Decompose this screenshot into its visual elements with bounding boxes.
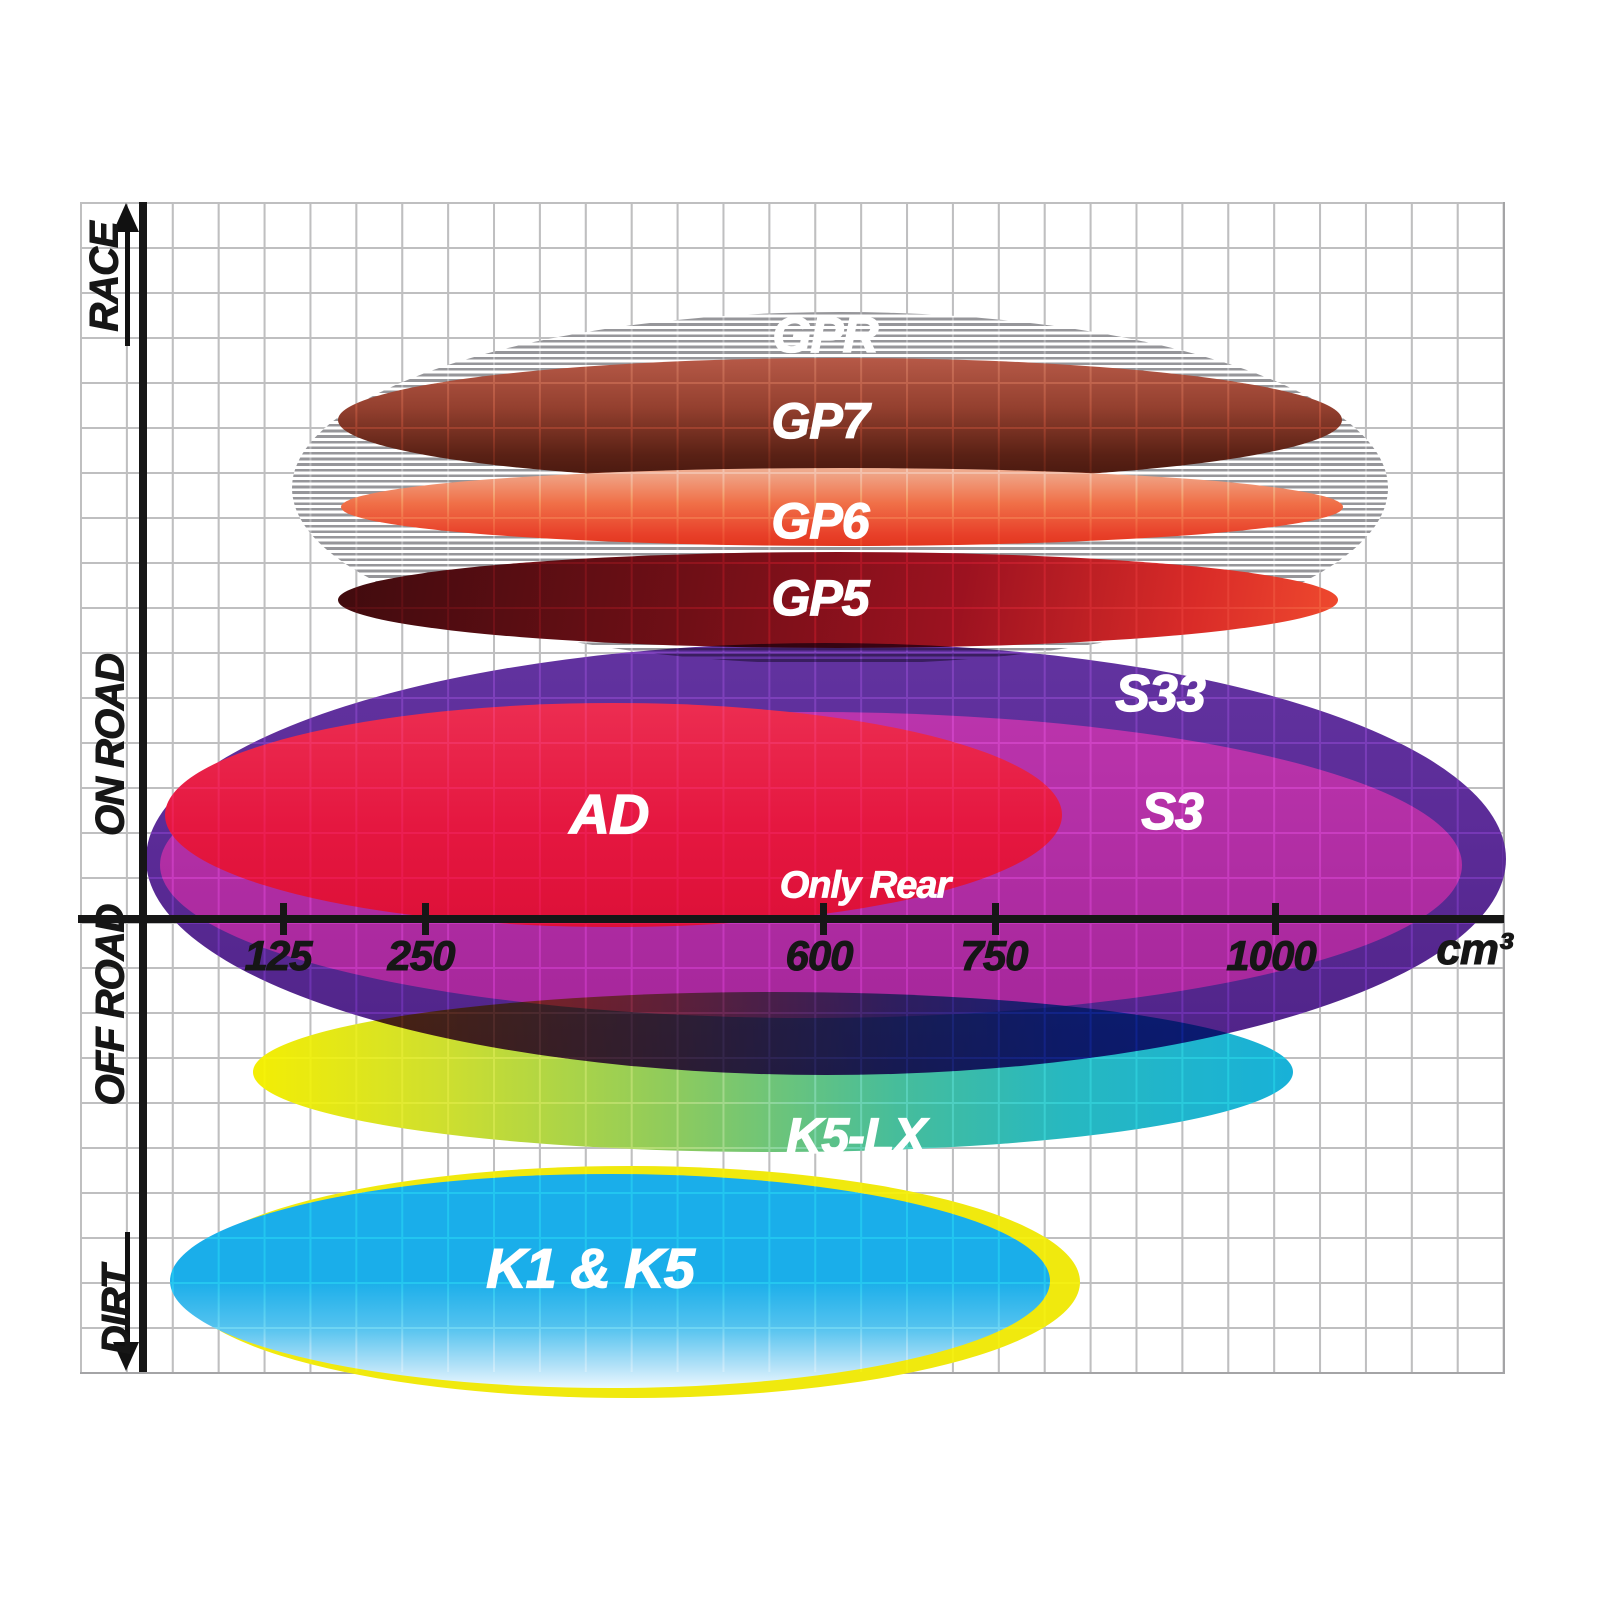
x-axis-line [78,915,1504,923]
x-tick-125 [280,903,287,935]
x-axis-unit-label: cm³ [1436,925,1513,975]
y-label-race: RACE [82,222,127,332]
gp7-label: GP7 [771,392,870,449]
x-tick-1000 [1272,903,1279,935]
only-rear-label: Only Rear [779,864,951,907]
x-tick-label-250: 250 [387,932,456,980]
y-label-on-road: ON ROAD [88,654,133,837]
y-label-off-road: OFF ROAD [88,904,133,1106]
x-tick-250 [422,903,429,935]
ad-label: AD [569,782,650,846]
x-tick-600 [820,903,827,935]
s33-label: S33 [1115,664,1207,723]
y-label-dirt: DIRT [94,1265,139,1355]
y-axis-line [139,202,147,1372]
x-tick-label-600: 600 [785,932,854,980]
x-tick-750 [992,903,999,935]
gp5-label: GP5 [771,569,870,626]
k1k5-label: K1 & K5 [485,1236,695,1300]
x-tick-label-125: 125 [244,932,313,980]
gp6-label: GP6 [771,492,870,549]
x-tick-label-1000: 1000 [1226,932,1317,980]
x-tick-label-750: 750 [960,932,1029,980]
s3-label: S3 [1141,782,1205,841]
k5lx-ellipse [253,992,1293,1152]
k5lx-label: K5-LX [786,1107,928,1164]
gpr-label: GPR [772,306,880,363]
